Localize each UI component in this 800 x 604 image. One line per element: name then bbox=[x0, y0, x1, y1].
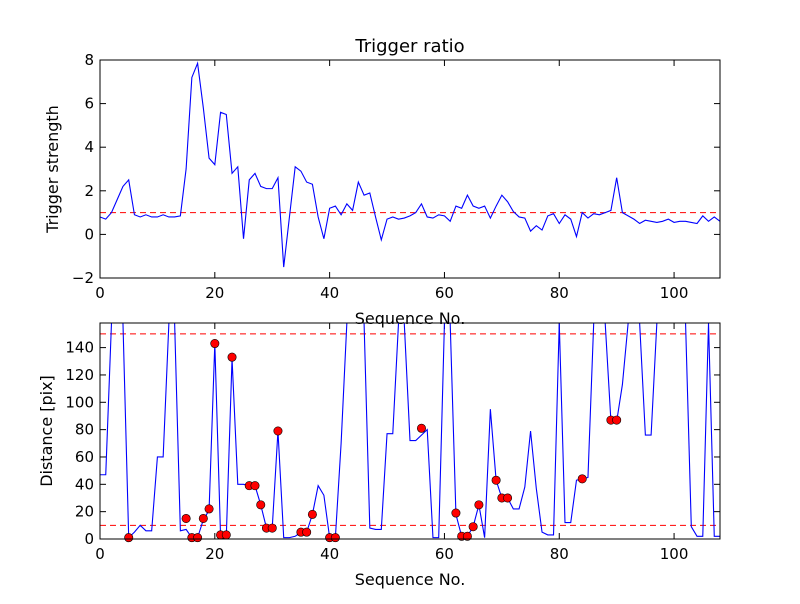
y-tick-label-top: 2 bbox=[84, 182, 94, 200]
y-tick-label-bottom: 100 bbox=[65, 393, 94, 411]
data-point-marker bbox=[468, 522, 478, 532]
trigger-ratio-panel: Trigger ratio Trigger strength Sequence … bbox=[43, 36, 721, 328]
x-tick-label-top: 80 bbox=[550, 284, 569, 302]
series-line-bottom bbox=[100, 323, 720, 539]
y-tick-label-top: −2 bbox=[72, 269, 94, 287]
data-point-marker bbox=[181, 513, 191, 523]
x-tick-label-bottom: 80 bbox=[550, 545, 569, 563]
x-tick-label-top: 60 bbox=[435, 284, 454, 302]
data-point-marker bbox=[267, 523, 277, 533]
y-tick-label-bottom: 120 bbox=[65, 366, 94, 384]
data-point-marker bbox=[204, 504, 214, 514]
x-axis-label-bottom: Sequence No. bbox=[355, 570, 466, 589]
y-tick-label-top: 6 bbox=[84, 95, 94, 113]
x-tick-label-top: 100 bbox=[660, 284, 689, 302]
data-point-marker bbox=[227, 352, 237, 362]
data-point-marker bbox=[577, 474, 587, 484]
data-point-marker bbox=[198, 513, 208, 523]
data-point-marker bbox=[462, 531, 472, 541]
y-tick-label-bottom: 80 bbox=[75, 421, 94, 439]
data-point-marker bbox=[491, 475, 501, 485]
data-point-marker bbox=[250, 481, 260, 491]
series-line-top bbox=[100, 61, 720, 268]
x-tick-label-top: 40 bbox=[320, 284, 339, 302]
y-tick-label-bottom: 0 bbox=[84, 530, 94, 548]
y-tick-label-top: 8 bbox=[84, 51, 94, 69]
data-point-marker bbox=[193, 533, 203, 543]
distance-panel: Distance [pix] Sequence No. 0 20 40 60 80 100… bbox=[37, 322, 721, 589]
y-tick-label-bottom: 140 bbox=[65, 339, 94, 357]
data-point-marker bbox=[210, 339, 220, 349]
x-tick-label-bottom: 20 bbox=[205, 545, 224, 563]
x-tick-label-bottom: 40 bbox=[320, 545, 339, 563]
y-tick-label-bottom: 20 bbox=[75, 503, 94, 521]
data-point-marker bbox=[612, 415, 622, 425]
x-tick-label-bottom: 0 bbox=[95, 545, 105, 563]
y-tick-label-bottom: 60 bbox=[75, 448, 94, 466]
y-axis-label-top: Trigger strength bbox=[43, 105, 62, 234]
chart-title: Trigger ratio bbox=[354, 36, 464, 57]
data-point-marker bbox=[416, 423, 426, 433]
data-point-marker bbox=[474, 500, 484, 510]
data-point-marker bbox=[221, 530, 231, 540]
data-point-marker bbox=[256, 500, 266, 510]
plot-area-bottom bbox=[99, 322, 721, 540]
x-tick-label-top: 20 bbox=[205, 284, 224, 302]
y-axis-label-bottom: Distance [pix] bbox=[37, 375, 56, 487]
x-tick-label-bottom: 60 bbox=[435, 545, 454, 563]
data-point-marker bbox=[302, 527, 312, 537]
plot-area-top bbox=[99, 59, 721, 279]
data-point-marker bbox=[330, 533, 340, 543]
data-point-marker bbox=[503, 493, 513, 503]
y-tick-label-top: 0 bbox=[84, 225, 94, 243]
data-point-marker bbox=[124, 533, 134, 543]
data-point-marker bbox=[451, 508, 461, 518]
x-tick-label-top: 0 bbox=[95, 284, 105, 302]
x-tick-label-bottom: 100 bbox=[660, 545, 689, 563]
data-point-marker bbox=[273, 426, 283, 436]
data-point-marker bbox=[307, 509, 317, 519]
y-tick-label-top: 4 bbox=[84, 138, 94, 156]
y-tick-label-bottom: 40 bbox=[75, 475, 94, 493]
x-axis-label-top: Sequence No. bbox=[355, 309, 466, 328]
